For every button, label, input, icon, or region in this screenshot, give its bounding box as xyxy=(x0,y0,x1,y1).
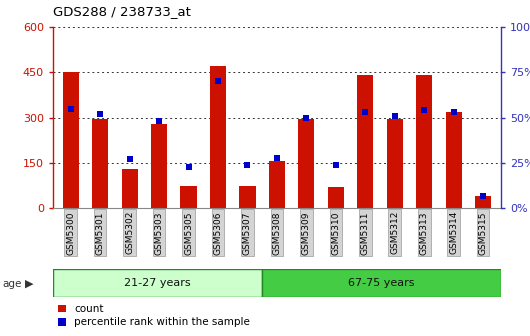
Bar xyxy=(269,161,285,208)
Bar xyxy=(262,269,501,297)
Point xyxy=(391,113,399,119)
Text: 67-75 years: 67-75 years xyxy=(348,278,414,288)
Point xyxy=(66,106,75,111)
Text: ▶: ▶ xyxy=(25,279,34,289)
Point xyxy=(184,164,193,169)
Point xyxy=(420,108,428,113)
Point xyxy=(332,162,340,167)
Point xyxy=(479,193,488,198)
Bar xyxy=(240,185,255,208)
Bar xyxy=(151,124,167,208)
Bar xyxy=(475,196,491,208)
Point xyxy=(272,155,281,160)
Bar xyxy=(121,169,138,208)
Text: 21-27 years: 21-27 years xyxy=(124,278,191,288)
Point xyxy=(214,79,222,84)
Bar xyxy=(328,187,344,208)
Point xyxy=(126,157,134,162)
Point xyxy=(243,162,252,167)
Bar xyxy=(63,72,79,208)
Bar xyxy=(357,75,374,208)
Legend: count, percentile rank within the sample: count, percentile rank within the sample xyxy=(58,304,250,327)
Point xyxy=(155,119,163,124)
Bar xyxy=(446,112,462,208)
Point xyxy=(449,110,458,115)
Point xyxy=(361,110,369,115)
Point xyxy=(96,111,104,117)
Bar xyxy=(387,119,403,208)
Bar xyxy=(210,66,226,208)
Point xyxy=(302,115,311,120)
Bar xyxy=(298,119,314,208)
Bar xyxy=(53,269,262,297)
Bar xyxy=(92,119,108,208)
Bar xyxy=(416,75,432,208)
Bar xyxy=(180,185,197,208)
Text: GDS288 / 238733_at: GDS288 / 238733_at xyxy=(53,5,191,18)
Text: age: age xyxy=(3,279,22,289)
